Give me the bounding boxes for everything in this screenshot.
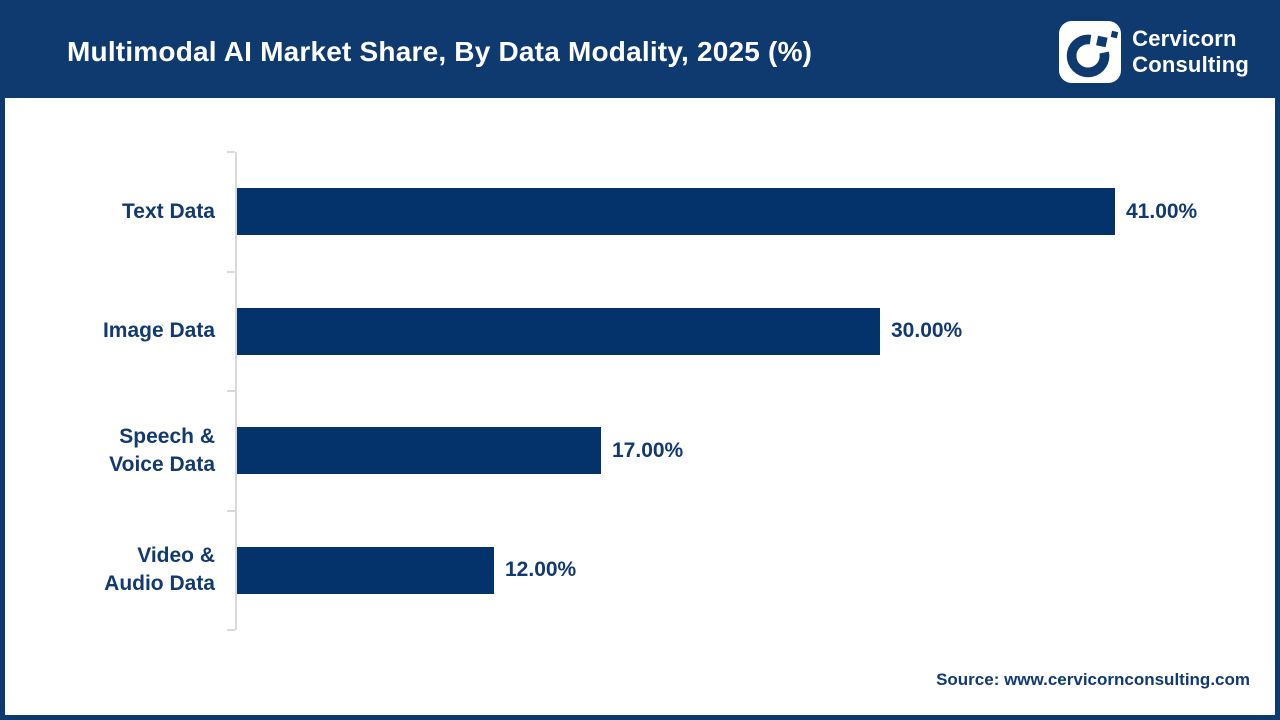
axis-tick	[227, 151, 235, 153]
category-label: Speech & Voice Data	[109, 424, 215, 476]
category-label: Text Data	[122, 199, 215, 223]
bar-speech-voice-data	[237, 427, 601, 475]
bar-row: Text Data 41.00%	[5, 152, 1275, 272]
cervicorn-logo-icon	[1059, 20, 1122, 83]
bar-image-data	[237, 307, 880, 355]
value-label: 30.00%	[891, 319, 963, 343]
value-label: 41.00%	[1126, 199, 1198, 223]
brand-logo: Cervicorn Consulting	[1059, 20, 1249, 83]
source-text: Source: www.cervicornconsulting.com	[936, 670, 1250, 689]
page-title: Multimodal AI Market Share, By Data Moda…	[67, 35, 813, 67]
value-label: 12.00%	[505, 558, 577, 582]
axis-tick	[227, 270, 235, 273]
category-label: Video & Audio Data	[104, 544, 215, 596]
bar-row: Speech & Voice Data 17.00%	[5, 391, 1275, 511]
axis-tick	[227, 509, 235, 512]
bar-row: Video & Audio Data 12.00%	[5, 511, 1275, 631]
bar-text-data	[237, 188, 1115, 236]
plot-area: Text Data 41.00% Image Data 30.00% Speech & V…	[5, 98, 1275, 715]
axis-tick	[227, 390, 235, 392]
brand-name-line1: Cervicorn	[1132, 25, 1237, 51]
bar-row: Image Data 30.00%	[5, 272, 1275, 392]
value-label: 17.00%	[612, 438, 684, 462]
bar-video-audio-data	[237, 546, 494, 594]
axis-tick	[227, 629, 235, 631]
y-axis-line	[235, 152, 237, 630]
brand-logo-text: Cervicorn Consulting	[1132, 26, 1249, 78]
brand-name-line2: Consulting	[1132, 51, 1249, 77]
category-label: Image Data	[102, 319, 215, 343]
header: Multimodal AI Market Share, By Data Moda…	[5, 5, 1275, 98]
